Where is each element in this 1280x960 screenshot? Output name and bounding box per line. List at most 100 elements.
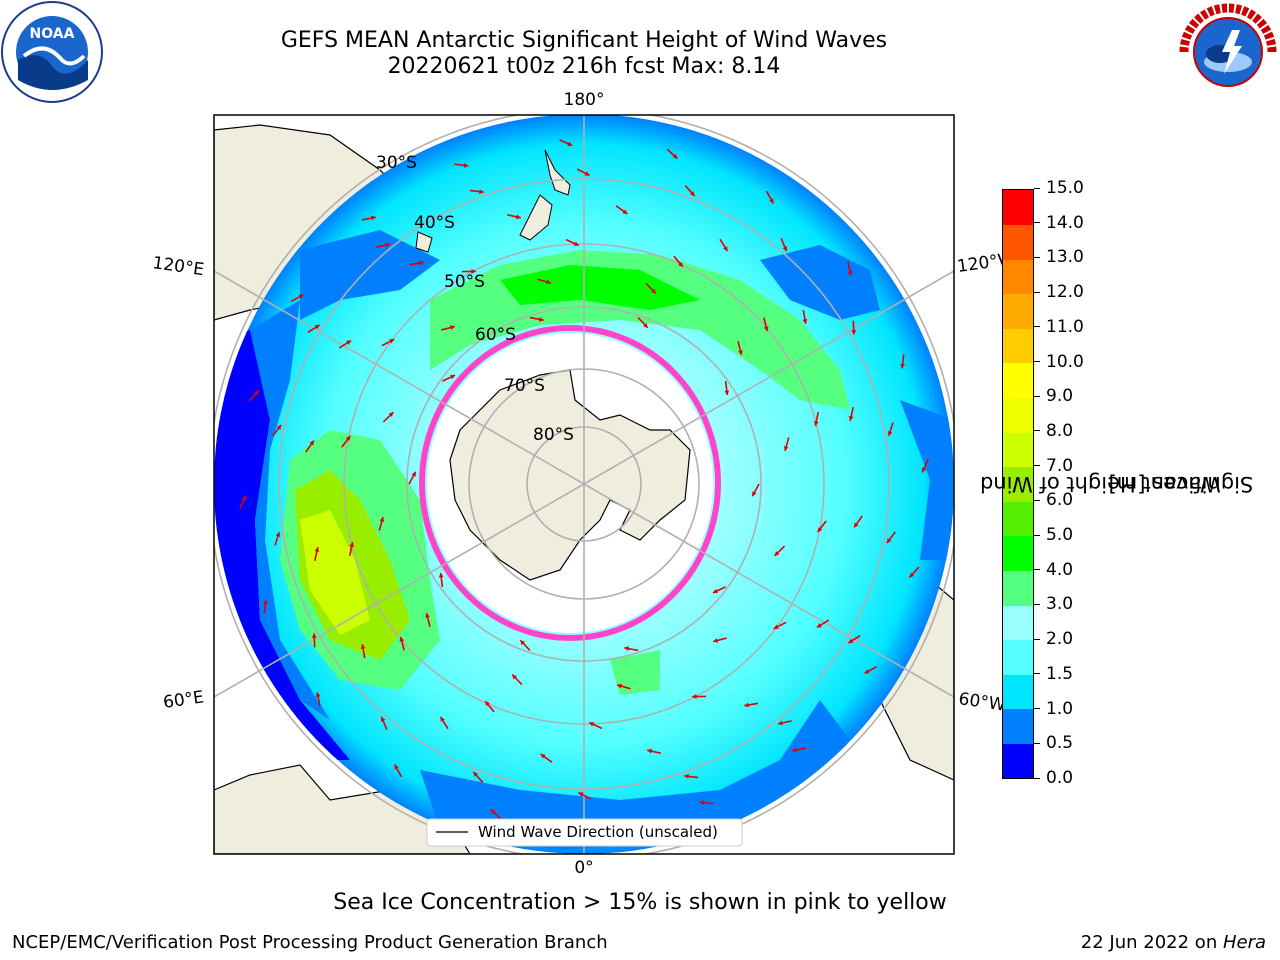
- lon-label-60e: 60°E: [162, 687, 205, 712]
- wave-direction-arrowhead: [723, 246, 728, 252]
- noaa-logo-text: NOAA: [30, 26, 75, 42]
- wave-direction-arrowhead: [298, 294, 304, 299]
- wave-direction-arrowhead: [380, 716, 386, 722]
- colorbar-segment: [1003, 259, 1033, 295]
- colorbar-segment: [1003, 743, 1033, 779]
- wave-direction-arrowhead: [690, 191, 695, 197]
- wave-direction-arrowhead: [450, 325, 455, 330]
- wave-direction-arrowhead: [546, 279, 551, 285]
- wave-direction-arrowhead: [851, 330, 857, 335]
- lon-label-180: 180°: [564, 90, 605, 110]
- wave-direction-arrowhead: [817, 527, 823, 533]
- wave-direction-arrowhead: [411, 471, 416, 477]
- wave-direction-arrowhead: [692, 694, 697, 699]
- colorbar-segment: [1003, 501, 1033, 537]
- wave-direction-arrowhead: [346, 340, 352, 345]
- wave-direction-arrowhead: [769, 198, 774, 204]
- wave-direction-arrowhead: [848, 638, 854, 644]
- wave-direction-arrowhead: [360, 644, 366, 649]
- lon-label-60w: 60°W: [957, 689, 1006, 715]
- colorbar-tick: 4.0: [1034, 561, 1073, 579]
- wave-direction-arrowhead: [315, 692, 321, 698]
- colorbar-tick: 8.0: [1034, 422, 1073, 440]
- lat-label-30s: 30°S: [376, 153, 417, 173]
- map-legend: Wind Wave Direction (unscaled): [426, 818, 743, 847]
- wave-direction-arrowhead: [617, 683, 622, 689]
- wave-direction-arrowhead: [589, 722, 595, 727]
- wave-direction-arrowhead: [909, 572, 915, 578]
- legend-label: Wind Wave Direction (unscaled): [478, 823, 718, 841]
- colorbar-tick: 14.0: [1034, 214, 1084, 232]
- sea-ice-note: Sea Ice Concentration > 15% is shown in …: [333, 890, 947, 915]
- wave-direction-arrowhead: [567, 141, 573, 147]
- wave-direction-arrowhead: [622, 209, 628, 214]
- lon-label-120e: 120°E: [151, 253, 205, 280]
- nws-logo: [1178, 2, 1278, 102]
- low-wave-region-ne: [760, 245, 880, 320]
- wave-direction-arrowhead: [473, 771, 478, 777]
- colorbar-segment: [1003, 397, 1033, 433]
- low-wave-region-south: [420, 700, 850, 850]
- colorbar-tick: 6.0: [1034, 492, 1073, 509]
- wave-direction-arrowhead: [816, 623, 822, 628]
- colorbar-segment: [1003, 190, 1033, 226]
- lon-label-0: 0°: [574, 858, 593, 878]
- wave-direction-arrowhead: [540, 754, 546, 759]
- colorbar-segment: [1003, 328, 1033, 364]
- wave-direction-arrowhead: [647, 748, 653, 754]
- map-frame: [213, 114, 955, 855]
- wave-direction-arrowhead: [802, 319, 808, 324]
- colorbar-segment: [1003, 674, 1033, 710]
- wave-direction-arrowhead: [450, 374, 456, 380]
- colorbar-tick: 10.0: [1034, 353, 1084, 371]
- wave-direction-arrowhead: [349, 542, 355, 547]
- chart-subtitle: 20220621 t00z 216h fcst Max: 8.14: [387, 54, 781, 79]
- colorbar-segment: [1003, 605, 1033, 641]
- chart-title: GEFS MEAN Antarctic Significant Height o…: [280, 28, 888, 53]
- low-wave-region-east: [900, 400, 954, 560]
- low-wave-region-nw: [300, 230, 440, 320]
- wave-direction-arrowhead: [314, 547, 320, 553]
- wave-direction-arrowhead: [900, 363, 906, 369]
- tasmania-land: [415, 231, 433, 253]
- wave-direction-arrowhead: [854, 522, 859, 528]
- wave-direction-arrowhead: [738, 350, 743, 355]
- wave-direction-arrowhead: [642, 322, 648, 328]
- date-text: 22 Jun 2022 on: [1080, 932, 1223, 953]
- wave-direction-arrowhead: [379, 517, 385, 522]
- wave-direction-arrowhead: [275, 532, 281, 537]
- wave-direction-arrowhead: [763, 326, 769, 332]
- lat-label-70s: 70°S: [504, 376, 545, 396]
- wave-direction-arrowhead: [744, 702, 749, 708]
- wave-direction-arrowhead: [314, 324, 320, 330]
- wave-direction-arrowhead: [385, 242, 390, 248]
- colorbar-tick: 1.0: [1034, 700, 1073, 718]
- wave-direction-arrowhead: [672, 153, 678, 159]
- wave-direction-arrowhead: [370, 215, 376, 221]
- lat-label-80s: 80°S: [533, 425, 574, 445]
- wave-direction-arrowhead: [490, 809, 496, 815]
- wave-direction-arrowhead: [712, 588, 718, 594]
- moderate-wave-south: [610, 650, 660, 695]
- colorbar-label: Significant Height of Wind Waves [m]: [980, 188, 1253, 780]
- wave-direction-arrowhead: [813, 421, 819, 426]
- wave-direction-arrowhead: [792, 747, 798, 753]
- wave-direction-arrowhead: [388, 412, 394, 417]
- wave-direction-arrowhead: [584, 171, 590, 176]
- colorbar-segment: [1003, 535, 1033, 571]
- wave-direction-arrowhead: [512, 674, 517, 680]
- colorbar-segment: [1003, 639, 1033, 675]
- host-name: Hera: [1222, 932, 1266, 953]
- wave-direction-arrowhead: [309, 440, 314, 446]
- wind-wave-arrows: [239, 139, 929, 829]
- wave-direction-arrowhead: [724, 390, 730, 396]
- wave-direction-arrowhead: [463, 162, 469, 168]
- wave-direction-arrowhead: [440, 716, 445, 722]
- wave-direction-arrowhead: [520, 640, 526, 646]
- wave-direction-arrowhead: [399, 636, 405, 642]
- wave-direction-arrowhead: [678, 261, 683, 267]
- colorbar-tick: 2.0: [1034, 631, 1073, 648]
- wave-direction-arrowhead: [419, 260, 424, 266]
- wave-direction-arrowhead: [425, 613, 430, 618]
- colorbar-segment: [1003, 432, 1033, 468]
